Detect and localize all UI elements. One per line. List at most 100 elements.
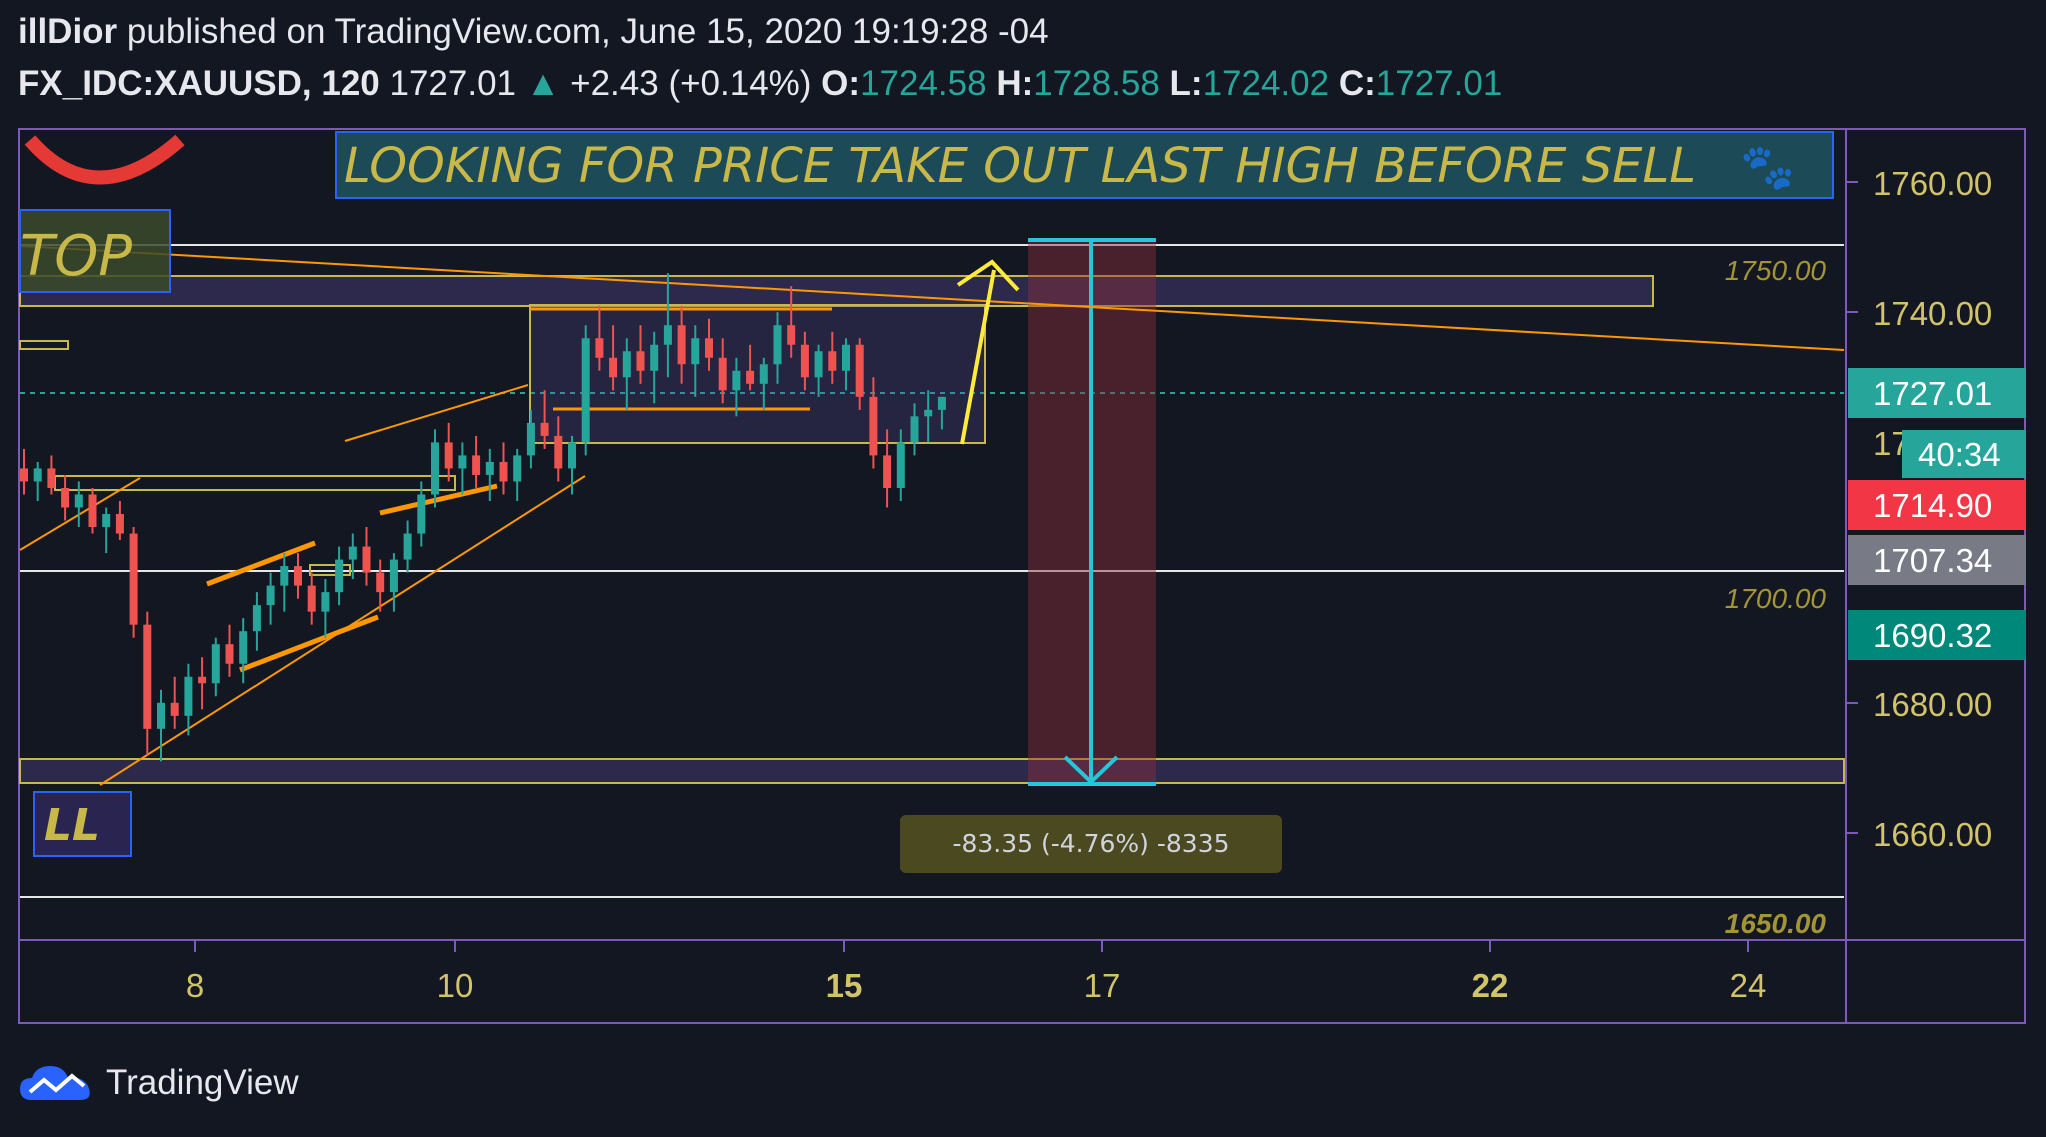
candle-body [554,435,563,469]
flag2-lower [379,483,498,516]
candle-body [376,572,385,593]
candle-body [663,325,672,345]
candle-body [348,546,357,560]
drawings-layer: LOOKING FOR PRICE TAKE OUT LAST HIGH BEF… [19,131,1845,939]
candle-body [732,370,741,391]
candle-body [472,455,481,475]
candle-body [225,644,234,664]
flag-lower [239,614,379,673]
candle-body [307,585,316,612]
candle-body [252,605,261,632]
banner-text[interactable]: LOOKING FOR PRICE TAKE OUT LAST HIGH BEF… [344,138,1696,194]
candle-body [814,351,823,378]
time-scale[interactable]: 8 10 15 17 22 24 [186,940,1767,1004]
measure-text: -83.35 (-4.76%) -8335 [952,829,1229,858]
candle-body [513,455,522,482]
current-price-label: 1727.01 [1873,375,1992,412]
candle-body [389,559,398,593]
resistance-zone [19,275,1654,307]
price-change: +2.43 (+0.14%) [570,64,812,103]
candle-body [239,631,248,664]
candle-body [47,468,56,488]
candle-body [184,676,193,716]
symbol-legend: FX_IDC:XAUUSD, 120 1727.01 ▲ +2.43 (+0.1… [18,64,1502,104]
high-value: 1728.58 [1033,64,1160,103]
candle-body [335,559,344,593]
candle-body [499,461,508,482]
candle-body [896,442,905,488]
close-label: C: [1338,64,1376,103]
countdown-label: 40:34 [1918,436,2001,473]
measure-box [900,815,1282,873]
flag-upper [206,540,316,587]
price-scale[interactable]: 1760.00 1740.00 1680.00 1660.00 17 1727.… [1846,165,2026,853]
price-tick-1660: 1660.00 [1873,816,1992,853]
price-tick-1680: 1680.00 [1873,686,1992,723]
last-price: 1727.01 [389,64,517,103]
close-value: 1727.01 [1375,64,1503,103]
candle-body [157,702,165,729]
descending-trendline [19,245,1845,351]
down-arrow-icon [1063,755,1119,785]
candle-body [88,494,97,528]
candle-body [855,344,864,397]
candle-body [74,494,83,508]
candle-body [294,566,302,586]
candle-body [61,487,70,508]
candle-body [650,344,659,371]
candles-layer [20,273,946,762]
banner-box [335,131,1834,199]
level-label-1700: 1700.00 [1725,583,1827,614]
top-label[interactable]: TOP [20,224,132,289]
candle-body [869,396,878,456]
candle-body [431,442,439,495]
author-name[interactable]: illDior [18,12,118,51]
candle-body [20,468,28,482]
candle-body [677,325,686,365]
tradingview-brand[interactable]: TradingView [18,1060,299,1106]
gray-price-label: 1707.34 [1873,542,1992,579]
candle-body [129,533,138,625]
open-value: 1724.58 [860,64,987,103]
price-tick-1760: 1760.00 [1873,165,1992,202]
candle-body [773,325,782,365]
low-label: L: [1169,64,1203,103]
paw-icon: 🐾 [1740,142,1795,193]
symbol-name[interactable]: FX_IDC:XAUUSD, 120 [18,64,380,103]
teal-price-tag [1848,610,2026,660]
candle-body [609,357,618,378]
candle-body [540,422,549,436]
candle-body [362,546,371,573]
support-zone [19,758,1845,784]
candle-body [787,325,796,345]
price-tick-1740: 1740.00 [1873,295,1992,332]
brand-name: TradingView [106,1063,299,1102]
time-tick-label: 15 [826,967,863,1004]
candle-body [910,416,919,443]
current-price-tag [1848,368,2026,418]
ll-label[interactable]: LL [44,800,100,851]
candle-body [266,585,275,606]
candle-body [170,702,179,716]
candle-body [102,514,111,528]
candle-body [444,442,453,469]
range-box [529,304,986,444]
teal-price-label: 1690.32 [1873,617,1992,654]
candle-body [568,442,576,469]
candle-body [828,351,837,371]
gray-price-tag [1848,535,2026,585]
candle-body [759,364,768,384]
level-label-1650: 1650.00 [1725,908,1827,939]
candle-body [883,455,892,488]
channel-left [19,477,141,551]
up-arrow-icon [956,259,1020,292]
eye-logo-icon [24,134,185,185]
small-box-mid [309,564,351,576]
time-tick-label: 8 [186,967,204,1004]
time-tick-label: 17 [1084,967,1121,1004]
time-tick-label: 10 [437,967,474,1004]
candle-body [321,592,330,612]
candle-body [622,351,631,378]
candle-body [842,344,850,371]
